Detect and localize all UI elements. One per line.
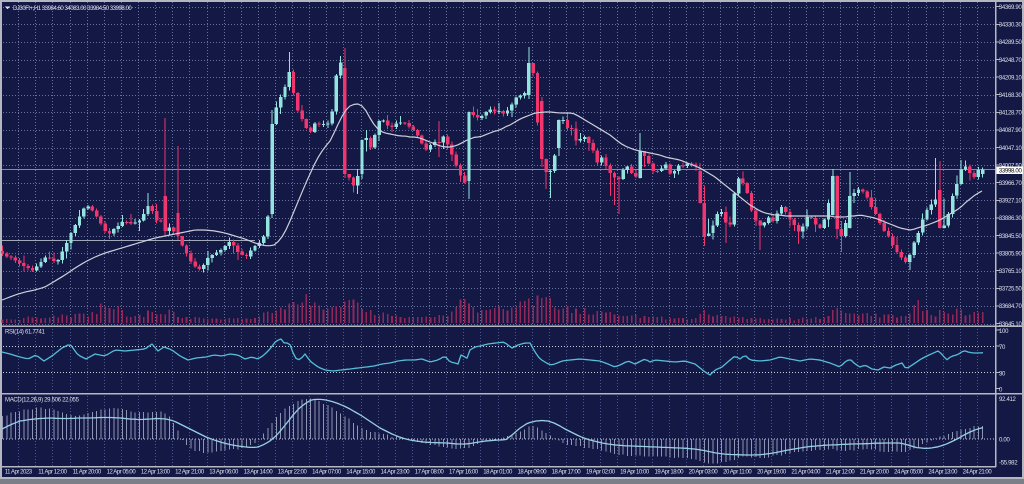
svg-text:18 Apr 09:00: 18 Apr 09:00: [517, 470, 547, 476]
svg-text:18 Apr 17:00: 18 Apr 17:00: [552, 470, 582, 476]
svg-text:0: 0: [999, 388, 1003, 394]
svg-text:20 Apr 19:00: 20 Apr 19:00: [757, 470, 787, 476]
svg-text:13 Apr 22:00: 13 Apr 22:00: [278, 470, 308, 476]
svg-text:34209.10: 34209.10: [999, 75, 1023, 81]
svg-text:33927.10: 33927.10: [999, 199, 1023, 205]
svg-text:34007.50: 34007.50: [999, 163, 1023, 169]
svg-text:17 Apr 08:00: 17 Apr 08:00: [415, 470, 445, 476]
svg-text:MACD(12,26,9) 29.506 22.055: MACD(12,26,9) 29.506 22.055: [5, 397, 80, 403]
svg-text:24 Apr 21:00: 24 Apr 21:00: [963, 470, 993, 476]
svg-text:33998.00: 33998.00: [999, 169, 1023, 175]
svg-text:13 Apr 06:00: 13 Apr 06:00: [209, 470, 239, 476]
svg-text:19 Apr 02:00: 19 Apr 02:00: [586, 470, 616, 476]
svg-text:34047.10: 34047.10: [999, 146, 1023, 152]
svg-text:34168.30: 34168.30: [999, 93, 1023, 99]
svg-text:21 Apr 20:00: 21 Apr 20:00: [860, 470, 890, 476]
svg-text:14 Apr 15:00: 14 Apr 15:00: [346, 470, 376, 476]
svg-text:0.00: 0.00: [999, 438, 1010, 444]
svg-text:70: 70: [999, 345, 1006, 351]
svg-text:12 Apr 13:00: 12 Apr 13:00: [141, 470, 171, 476]
svg-text:33725.50: 33725.50: [999, 287, 1023, 293]
svg-text:11 Apr 2023: 11 Apr 2023: [5, 470, 33, 476]
svg-text:12 Apr 21:00: 12 Apr 21:00: [175, 470, 205, 476]
svg-text:34369.90: 34369.90: [999, 5, 1023, 11]
svg-text:19 Apr 10:00: 19 Apr 10:00: [620, 470, 650, 476]
svg-text:33645.10: 33645.10: [999, 322, 1023, 328]
svg-text:12 Apr 05:00: 12 Apr 05:00: [107, 470, 137, 476]
svg-text:14 Apr 07:00: 14 Apr 07:00: [312, 470, 342, 476]
svg-text:33805.90: 33805.90: [999, 251, 1023, 257]
svg-text:20 Apr 11:00: 20 Apr 11:00: [723, 470, 752, 476]
svg-text:34330.30: 34330.30: [999, 23, 1023, 29]
svg-text:33845.50: 33845.50: [999, 234, 1023, 240]
svg-text:21 Apr 04:00: 21 Apr 04:00: [791, 470, 821, 476]
svg-text:34128.70: 34128.70: [999, 111, 1023, 117]
svg-text:34087.90: 34087.90: [999, 128, 1023, 134]
svg-text:100: 100: [999, 329, 1009, 335]
svg-text:33684.70: 33684.70: [999, 304, 1023, 310]
svg-text:33765.10: 33765.10: [999, 269, 1023, 275]
svg-text:34289.50: 34289.50: [999, 40, 1023, 46]
svg-text:11 Apr 20:00: 11 Apr 20:00: [73, 470, 102, 476]
svg-text:14 Apr 23:00: 14 Apr 23:00: [380, 470, 410, 476]
svg-text:30: 30: [999, 372, 1006, 378]
svg-text:33966.70: 33966.70: [999, 181, 1023, 187]
svg-text:RSI(14) 61.7741: RSI(14) 61.7741: [5, 330, 45, 336]
svg-text:34248.70: 34248.70: [999, 58, 1023, 64]
svg-text:20 Apr 03:00: 20 Apr 03:00: [689, 470, 719, 476]
svg-text:24 Apr 05:00: 24 Apr 05:00: [894, 470, 924, 476]
svg-text:11 Apr 12:00: 11 Apr 12:00: [38, 470, 67, 476]
svg-text:-55.982: -55.982: [999, 461, 1018, 467]
svg-text:19 Apr 18:00: 19 Apr 18:00: [654, 470, 684, 476]
svg-text:92.412: 92.412: [999, 397, 1017, 403]
svg-text:21 Apr 12:00: 21 Apr 12:00: [826, 470, 856, 476]
svg-text:DJ30Ft+,H1 33984.60 34083.00: DJ30Ft+,H1 33984.60 34083.00 33984.50 33…: [13, 6, 132, 12]
svg-text:17 Apr 16:00: 17 Apr 16:00: [449, 470, 479, 476]
svg-text:24 Apr 13:00: 24 Apr 13:00: [928, 470, 958, 476]
svg-text:13 Apr 14:00: 13 Apr 14:00: [244, 470, 274, 476]
svg-text:33886.30: 33886.30: [999, 216, 1023, 222]
svg-text:18 Apr 01:00: 18 Apr 01:00: [483, 470, 513, 476]
